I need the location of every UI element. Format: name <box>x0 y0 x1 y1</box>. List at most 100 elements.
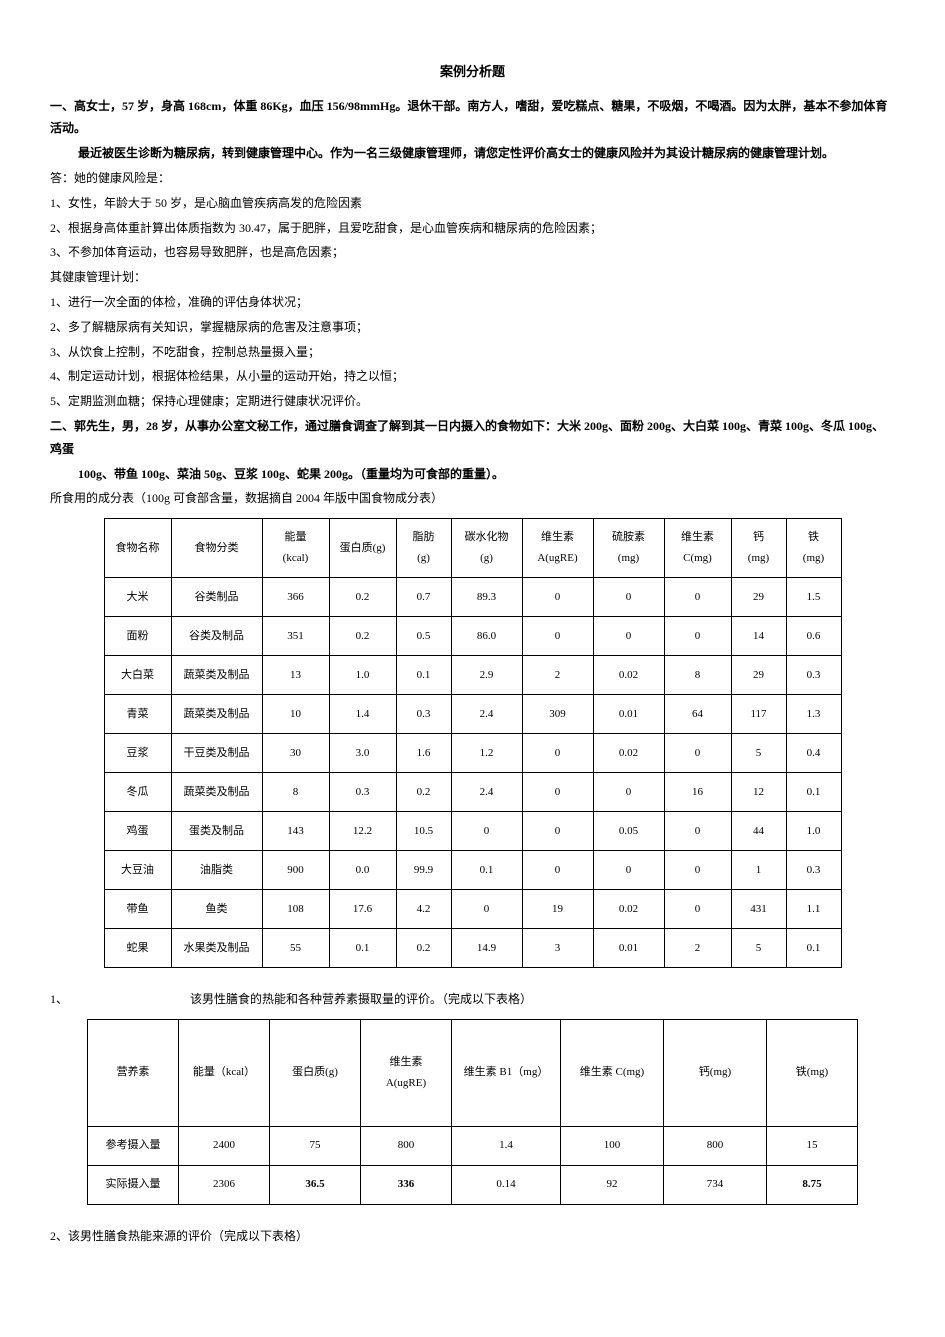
table-header-cell: 铁(mg) <box>786 519 841 578</box>
table-cell: 0.4 <box>786 734 841 773</box>
table-cell: 0 <box>593 617 664 656</box>
table-cell: 参考摄入量 <box>88 1126 179 1165</box>
table-cell: 100 <box>561 1126 664 1165</box>
table-cell: 大白菜 <box>104 656 171 695</box>
table-cell: 0 <box>664 617 731 656</box>
table-cell: 0 <box>664 890 731 929</box>
table-row: 实际摄入量230636.53360.14927348.75 <box>88 1165 858 1204</box>
table-row: 豆浆干豆类及制品303.01.61.200.02050.4 <box>104 734 841 773</box>
table-cell: 29 <box>731 656 786 695</box>
table-header-cell: 碳水化物(g) <box>451 519 522 578</box>
table-cell: 2 <box>522 656 593 695</box>
subq1-number: 1、 <box>50 988 190 1011</box>
table-cell: 0 <box>664 734 731 773</box>
table-row: 大白菜蔬菜类及制品131.00.12.920.028290.3 <box>104 656 841 695</box>
table-cell: 1.0 <box>329 656 396 695</box>
table-cell: 1.4 <box>452 1126 561 1165</box>
table-row: 青菜蔬菜类及制品101.40.32.43090.01641171.3 <box>104 695 841 734</box>
table-cell: 10.5 <box>396 812 451 851</box>
table-cell: 16 <box>664 773 731 812</box>
table-cell: 14 <box>731 617 786 656</box>
table-cell: 99.9 <box>396 851 451 890</box>
table-header-cell: 硫胺素(mg) <box>593 519 664 578</box>
q1-risk-1: 1、女性，年龄大于 50 岁，是心脑血管疾病高发的危险因素 <box>50 192 895 215</box>
table-cell: 0.14 <box>452 1165 561 1204</box>
table-cell: 0.7 <box>396 578 451 617</box>
table-header-cell: 脂肪(g) <box>396 519 451 578</box>
table-cell: 0 <box>522 773 593 812</box>
table-cell: 3 <box>522 929 593 968</box>
table-cell: 2400 <box>179 1126 270 1165</box>
table-row: 面粉谷类及制品3510.20.586.0000140.6 <box>104 617 841 656</box>
table-cell: 1.1 <box>786 890 841 929</box>
table-header-cell: 能量（kcal） <box>179 1019 270 1126</box>
table-cell: 蛇果 <box>104 929 171 968</box>
table-cell: 0 <box>593 851 664 890</box>
q1-plan-1: 1、进行一次全面的体检，准确的评估身体状况； <box>50 291 895 314</box>
table-cell: 13 <box>262 656 329 695</box>
table-cell: 0 <box>664 851 731 890</box>
table-header-cell: 维生素 B1（mg） <box>452 1019 561 1126</box>
q2-prompt-line2: 100g、带鱼 100g、菜油 50g、豆浆 100g、蛇果 200g。（重量均… <box>50 463 895 486</box>
table-cell: 鸡蛋 <box>104 812 171 851</box>
table-cell: 蔬菜类及制品 <box>171 773 262 812</box>
table-cell: 900 <box>262 851 329 890</box>
table-row: 带鱼鱼类10817.64.20190.0204311.1 <box>104 890 841 929</box>
table-cell: 0.3 <box>786 851 841 890</box>
table-cell: 0.02 <box>593 734 664 773</box>
table-cell: 0.02 <box>593 656 664 695</box>
q1-plan-intro: 其健康管理计划： <box>50 266 895 289</box>
table-cell: 实际摄入量 <box>88 1165 179 1204</box>
table-cell: 0 <box>451 812 522 851</box>
table-cell: 64 <box>664 695 731 734</box>
table-cell: 309 <box>522 695 593 734</box>
table-cell: 0 <box>593 578 664 617</box>
nutrient-evaluation-table: 营养素能量（kcal）蛋白质(g)维生素A(ugRE)维生素 B1（mg）维生素… <box>87 1019 858 1205</box>
table-row: 冬瓜蔬菜类及制品80.30.22.40016120.1 <box>104 773 841 812</box>
table-cell: 734 <box>664 1165 767 1204</box>
q1-plan-2: 2、多了解糖尿病有关知识，掌握糖尿病的危害及注意事项； <box>50 316 895 339</box>
table-cell: 1.2 <box>451 734 522 773</box>
table-cell: 0.2 <box>329 617 396 656</box>
table-cell: 0 <box>522 851 593 890</box>
table-cell: 蛋类及制品 <box>171 812 262 851</box>
table-cell: 75 <box>270 1126 361 1165</box>
q2-prompt-line1: 二、郭先生，男，28 岁，从事办公室文秘工作，通过膳食调查了解到其一日内摄入的食… <box>50 415 895 461</box>
table-cell: 15 <box>767 1126 858 1165</box>
q1-plan-5: 5、定期监测血糖；保持心理健康；定期进行健康状况评价。 <box>50 390 895 413</box>
table-header-cell: 维生素C(mg) <box>664 519 731 578</box>
table-cell: 鱼类 <box>171 890 262 929</box>
table-cell: 800 <box>361 1126 452 1165</box>
subq2-text: 2、该男性膳食热能来源的评价（完成以下表格） <box>50 1225 895 1248</box>
table-header-cell: 维生素A(ugRE) <box>361 1019 452 1126</box>
table-cell: 29 <box>731 578 786 617</box>
table-cell: 17.6 <box>329 890 396 929</box>
table-cell: 12.2 <box>329 812 396 851</box>
table-header-cell: 铁(mg) <box>767 1019 858 1126</box>
table-row: 鸡蛋蛋类及制品14312.210.5000.050441.0 <box>104 812 841 851</box>
table-cell: 86.0 <box>451 617 522 656</box>
table-header-cell: 食物名称 <box>104 519 171 578</box>
table-cell: 带鱼 <box>104 890 171 929</box>
table-cell: 大米 <box>104 578 171 617</box>
food-composition-table: 食物名称食物分类能量(kcal)蛋白质(g)脂肪(g)碳水化物(g)维生素A(u… <box>104 518 842 968</box>
table-cell: 8 <box>262 773 329 812</box>
table-cell: 117 <box>731 695 786 734</box>
table-cell: 1.4 <box>329 695 396 734</box>
q2-table-caption: 所食用的成分表（100g 可食部含量，数据摘自 2004 年版中国食物成分表） <box>50 487 895 510</box>
subq1-text: 该男性膳食的热能和各种营养素摄取量的评价。（完成以下表格） <box>190 988 532 1011</box>
table-header-cell: 维生素A(ugRE) <box>522 519 593 578</box>
table-cell: 1.5 <box>786 578 841 617</box>
table-cell: 谷类及制品 <box>171 617 262 656</box>
table-cell: 蔬菜类及制品 <box>171 695 262 734</box>
table-header-cell: 蛋白质(g) <box>270 1019 361 1126</box>
table-cell: 面粉 <box>104 617 171 656</box>
table-cell: 89.3 <box>451 578 522 617</box>
table-cell: 0 <box>522 812 593 851</box>
table-row: 参考摄入量2400758001.410080015 <box>88 1126 858 1165</box>
table-cell: 3.0 <box>329 734 396 773</box>
table-cell: 青菜 <box>104 695 171 734</box>
table-cell: 44 <box>731 812 786 851</box>
table-cell: 108 <box>262 890 329 929</box>
table-cell: 92 <box>561 1165 664 1204</box>
